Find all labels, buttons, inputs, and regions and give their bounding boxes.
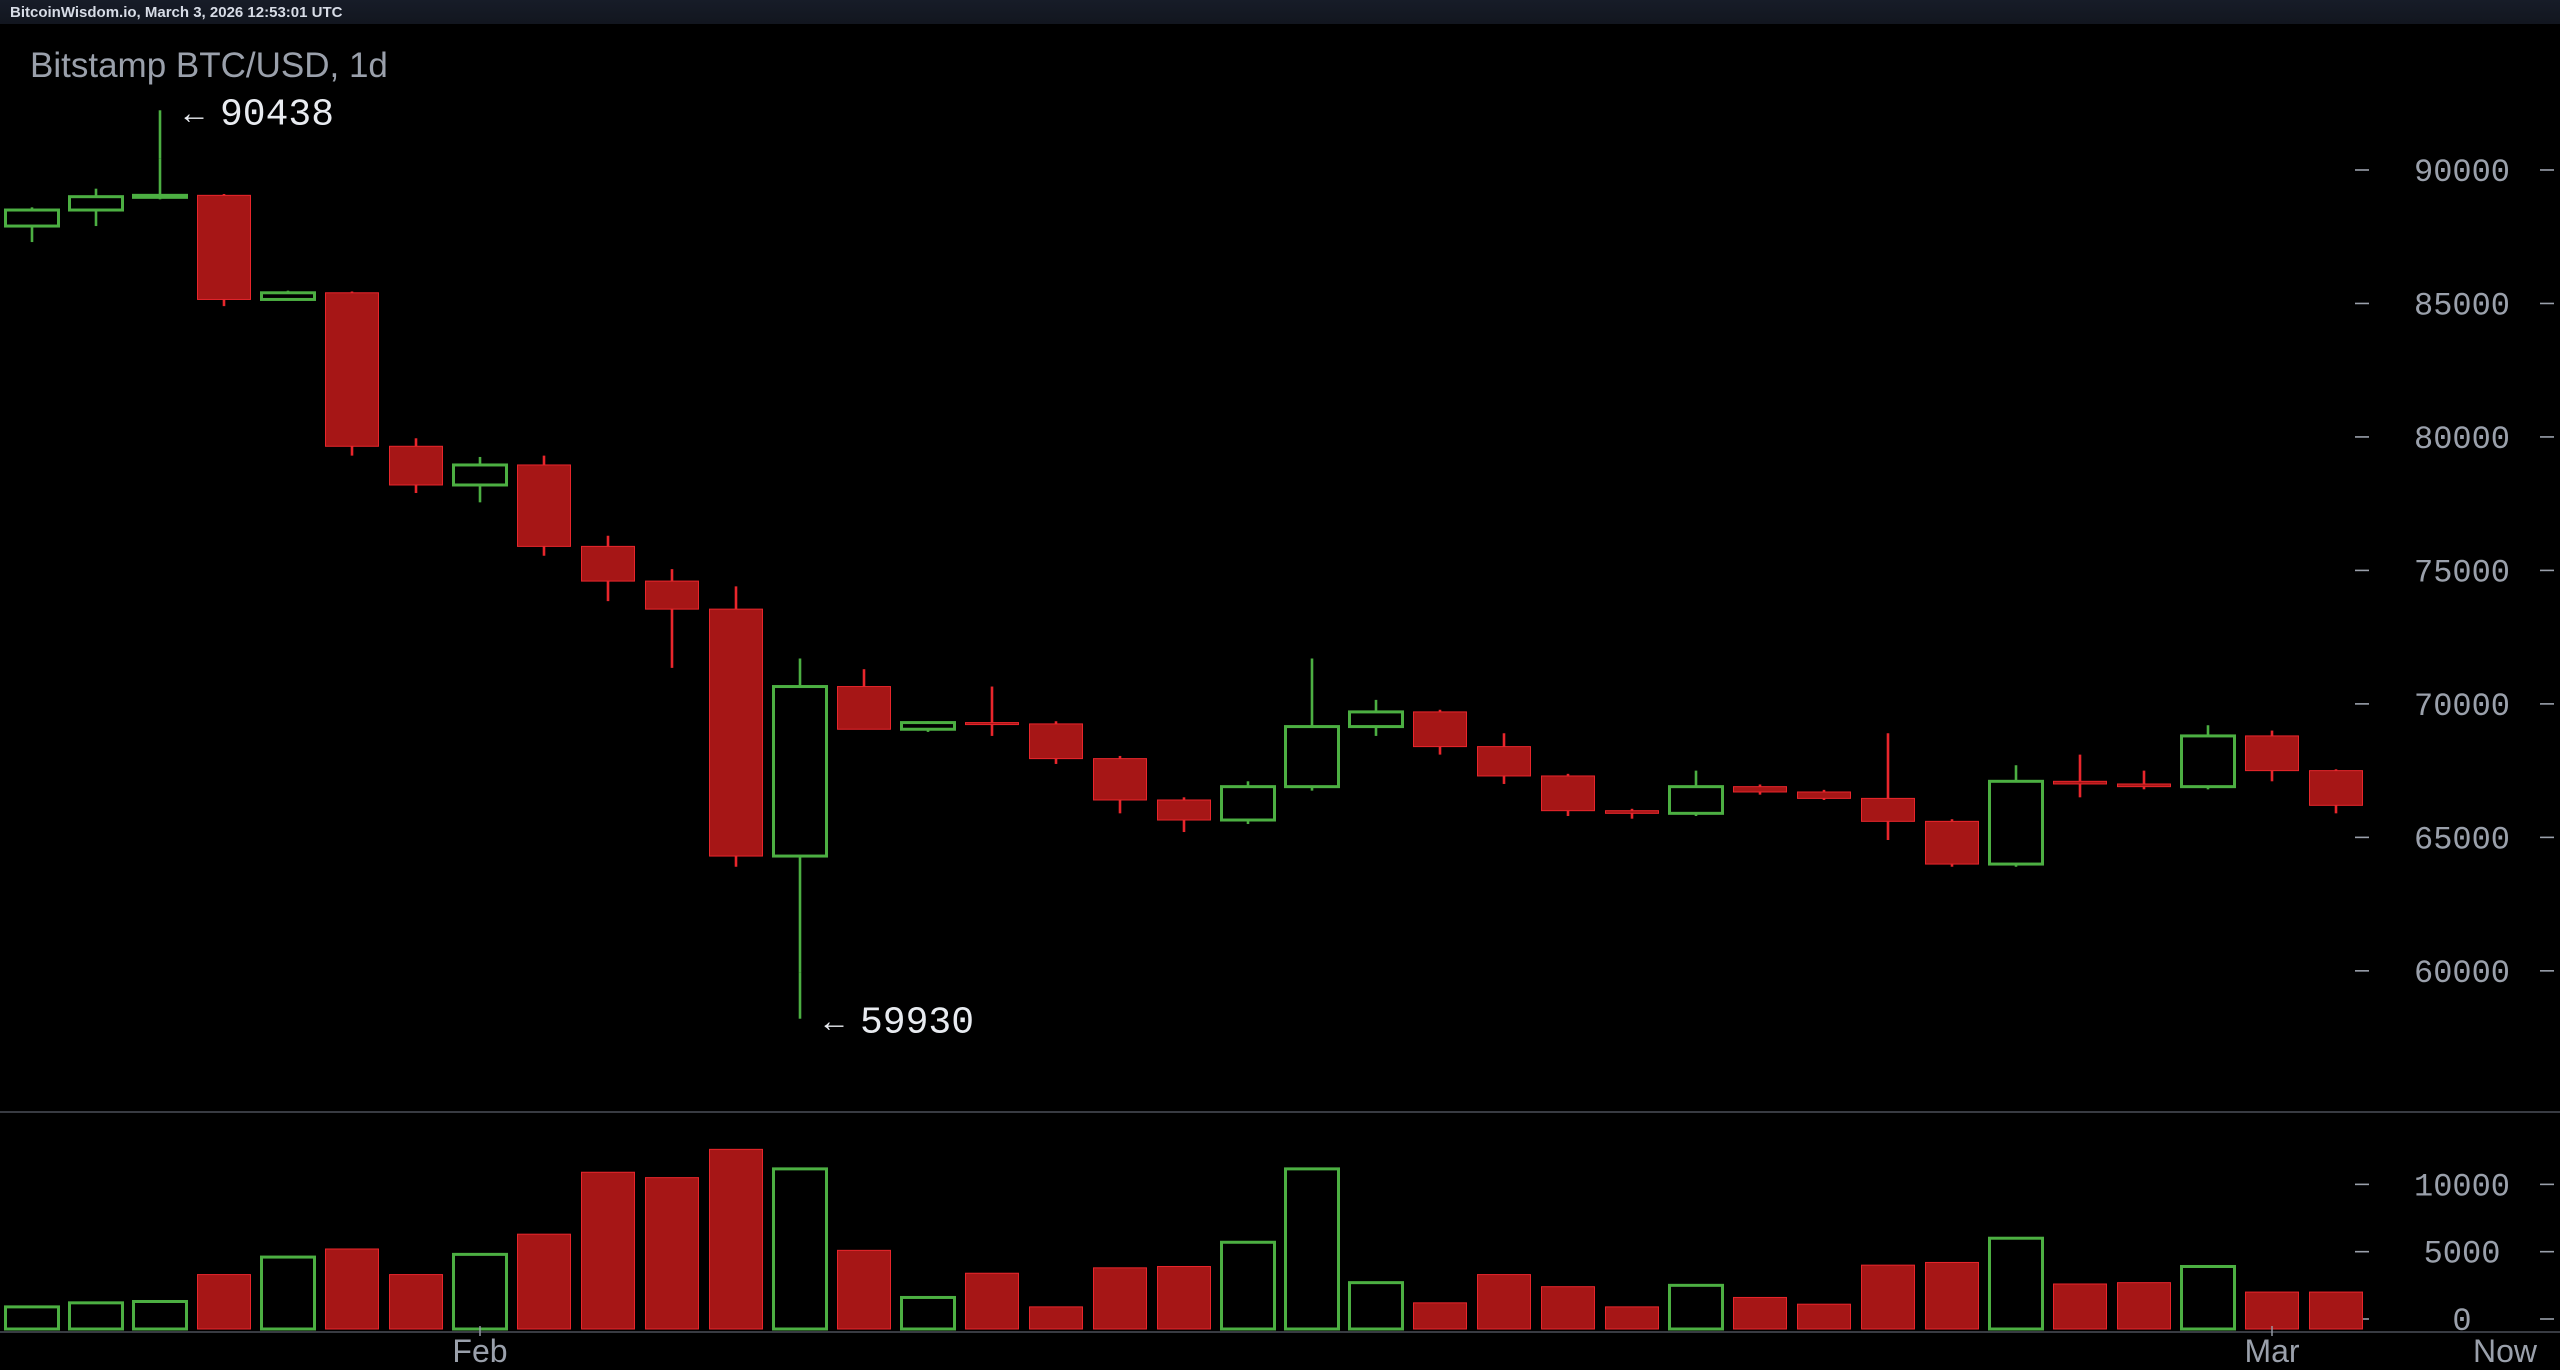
svg-text:75000: 75000 [2414, 554, 2510, 591]
svg-text:0: 0 [2452, 1303, 2471, 1340]
svg-text:65000: 65000 [2414, 821, 2510, 858]
svg-text:Now: Now [2473, 1333, 2538, 1369]
svg-text:←: ← [818, 1003, 850, 1039]
svg-text:Bitstamp BTC/USD, 1d: Bitstamp BTC/USD, 1d [30, 46, 388, 85]
svg-text:←: ← [178, 94, 210, 130]
svg-text:Mar: Mar [2244, 1333, 2299, 1369]
svg-text:5000: 5000 [2424, 1236, 2501, 1273]
svg-text:Feb: Feb [452, 1333, 507, 1369]
svg-text:59930: 59930 [860, 1002, 974, 1045]
svg-text:70000: 70000 [2414, 688, 2510, 725]
svg-text:85000: 85000 [2414, 287, 2510, 324]
svg-text:10000: 10000 [2414, 1168, 2510, 1205]
svg-text:60000: 60000 [2414, 955, 2510, 992]
svg-text:90438: 90438 [220, 93, 334, 136]
svg-text:90000: 90000 [2414, 154, 2510, 191]
svg-text:80000: 80000 [2414, 421, 2510, 458]
